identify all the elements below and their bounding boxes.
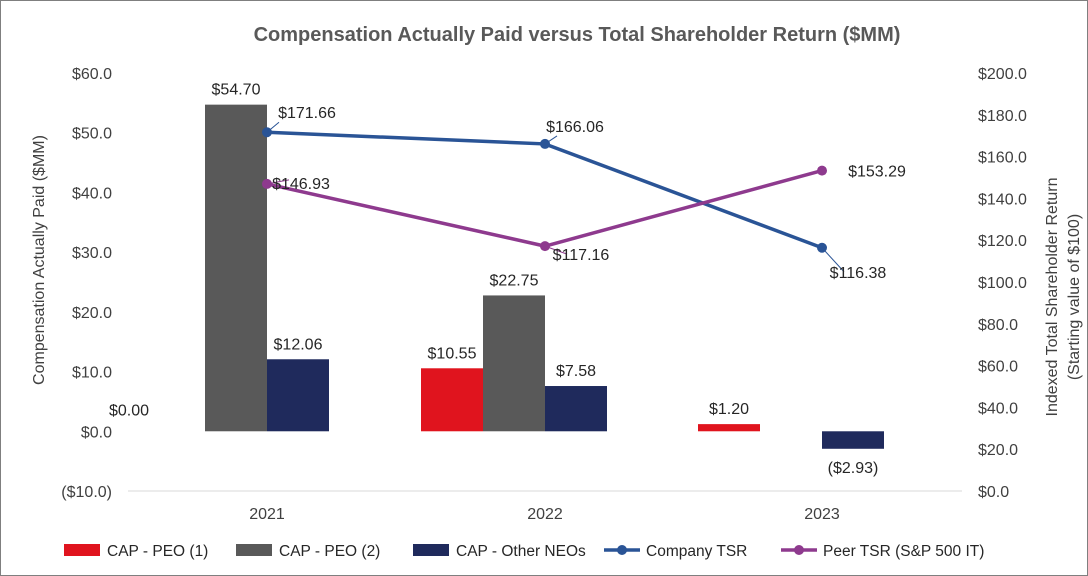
bar-data-label: $1.20: [709, 401, 749, 418]
leader-line: [266, 121, 280, 133]
bar-data-label: ($2.93): [828, 460, 879, 477]
right-tick-label: $80.0: [978, 317, 1018, 334]
bar-data-label: $10.55: [428, 345, 477, 362]
data-labels: $0.00 $10.55 $1.20 $54.70 $22.75 $12.06 $7.58 (…: [109, 82, 906, 477]
legend-label: Peer TSR (S&P 500 IT): [823, 543, 984, 560]
legend-swatch: [236, 544, 272, 556]
line-data-label: $116.38: [830, 265, 887, 282]
left-tick-label: ($10.0): [61, 484, 112, 501]
bar-data-label: $22.75: [490, 272, 539, 289]
left-tick-label: $20.0: [72, 305, 112, 322]
legend: CAP - PEO (1) CAP - PEO (2) CAP - Other NE…: [64, 543, 984, 560]
right-tick-label: $200.0: [978, 66, 1027, 83]
x-tick-label: 2021: [249, 506, 285, 523]
left-tick-label: $10.0: [72, 365, 112, 382]
bar-data-label: $54.70: [212, 82, 261, 99]
right-tick-label: $140.0: [978, 191, 1027, 208]
right-tick-label: $40.0: [978, 400, 1018, 417]
right-tick-label: $100.0: [978, 275, 1027, 292]
legend-marker: [794, 545, 804, 555]
right-tick-label: $0.0: [978, 484, 1009, 501]
bar: [421, 368, 483, 432]
left-tick-label: $50.0: [72, 126, 112, 143]
bar-series: [205, 104, 884, 449]
x-axis-ticks: 2021 2022 2023: [249, 506, 840, 523]
x-tick-label: 2022: [527, 506, 563, 523]
left-tick-label: $30.0: [72, 245, 112, 262]
line-series: [262, 121, 845, 273]
right-tick-label: $60.0: [978, 359, 1018, 376]
legend-label: CAP - PEO (2): [279, 543, 380, 560]
line-data-label: $166.06: [546, 119, 604, 136]
series-line: [266, 168, 823, 248]
bar: [545, 386, 607, 432]
line-data-label: $153.29: [848, 164, 906, 181]
legend-swatch: [64, 544, 100, 556]
bar-data-label: $12.06: [274, 336, 323, 353]
right-tick-label: $120.0: [978, 233, 1027, 250]
bar: [205, 104, 267, 432]
right-tick-label: $20.0: [978, 442, 1018, 459]
legend-label: Company TSR: [646, 543, 747, 560]
chart-title: Compensation Actually Paid versus Total …: [254, 24, 901, 46]
right-axis-title-line2: (Starting value of $100): [1066, 214, 1083, 380]
bar: [822, 431, 884, 449]
left-tick-label: $0.0: [81, 424, 112, 441]
right-axis-title-line1: Indexed Total Shareholder Return: [1044, 178, 1061, 417]
leader-line: [821, 247, 845, 273]
leader-line: [544, 135, 558, 145]
right-tick-label: $180.0: [978, 108, 1027, 125]
bar-data-label: $7.58: [556, 363, 596, 380]
line-data-label: $117.16: [553, 247, 610, 264]
legend-label: CAP - PEO (1): [107, 543, 208, 560]
legend-swatch: [413, 544, 449, 556]
legend-marker: [617, 545, 627, 555]
series-line: [266, 130, 823, 250]
line-data-label: $146.93: [272, 176, 330, 193]
bar-data-label: $0.00: [109, 402, 149, 419]
x-tick-label: 2023: [804, 506, 840, 523]
leader-line: [544, 245, 568, 255]
bar: [698, 424, 760, 432]
left-axis-title: Compensation Actually Paid ($MM): [31, 135, 48, 385]
right-axis-ticks: $200.0 $180.0 $160.0 $140.0 $120.0 $100.0 $80.…: [978, 66, 1027, 501]
legend-label: CAP - Other NEOs: [456, 543, 586, 560]
line-data-label: $171.66: [278, 105, 336, 122]
line-point: [817, 165, 827, 176]
bar: [267, 359, 329, 432]
leader-line: [266, 179, 290, 185]
bar: [483, 295, 545, 432]
left-tick-label: $40.0: [72, 185, 112, 202]
left-axis-ticks: $60.0 $50.0 $40.0 $30.0 $20.0 $10.0 $0.0 ($10.0…: [61, 66, 112, 501]
left-tick-label: $60.0: [72, 66, 112, 83]
right-tick-label: $160.0: [978, 150, 1027, 167]
